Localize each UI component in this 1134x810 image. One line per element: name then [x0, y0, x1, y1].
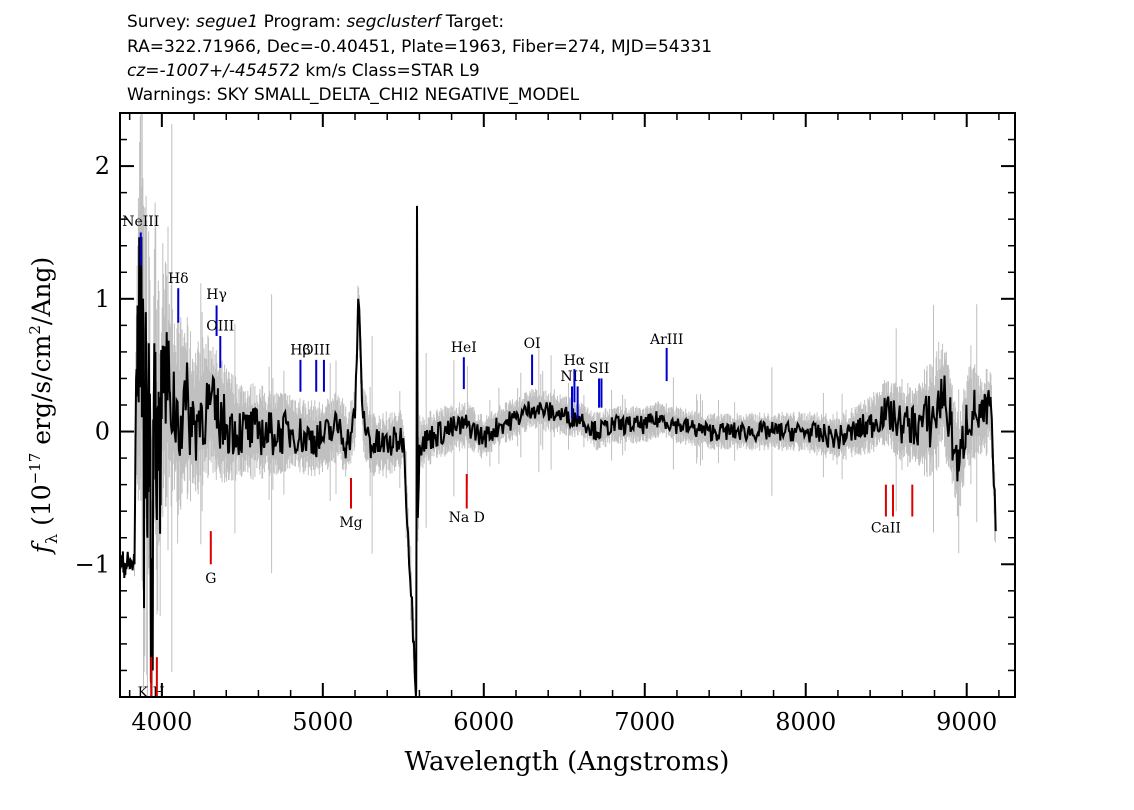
- program-value: segclusterf: [346, 12, 441, 32]
- emission-line-label: OIII: [206, 319, 234, 335]
- program-label: Program:: [258, 12, 347, 32]
- y-tick-label: 2: [95, 152, 110, 180]
- emission-line-label: OI: [524, 336, 541, 352]
- x-axis-label: Wavelength (Angstroms): [405, 747, 730, 777]
- x-tick-label: 8000: [775, 708, 836, 736]
- x-tick-label: 7000: [614, 708, 675, 736]
- emission-line-label: SII: [589, 361, 610, 377]
- emission-line-label: HeI: [451, 340, 477, 356]
- survey-value: segue1: [196, 12, 259, 32]
- header-line-2: RA=322.71966, Dec=-0.40451, Plate=1963, …: [127, 37, 713, 57]
- error-band-path: [134, 113, 996, 697]
- error-band: [134, 113, 996, 697]
- y-tick-label: −1: [75, 550, 110, 578]
- survey-label: Survey:: [127, 12, 197, 32]
- x-tick-label: 9000: [936, 708, 997, 736]
- absorption-line-label: K H: [138, 685, 165, 701]
- flux-line: [119, 205, 997, 697]
- x-tick-label: 6000: [453, 708, 514, 736]
- emission-line-label: Hγ: [206, 287, 227, 303]
- flux-series: [119, 205, 997, 697]
- y-axis-label: fλ (10−17 erg/s/cm2/Ang): [26, 257, 61, 556]
- emission-line-label: NII: [560, 369, 583, 385]
- class-value: km/s Class=STAR L9: [299, 61, 480, 81]
- emission-line-label: OIII: [302, 343, 330, 359]
- header-line-4: Warnings: SKY SMALL_DELTA_CHI2 NEGATIVE_…: [127, 85, 580, 105]
- emission-line-label: Hα: [564, 353, 586, 369]
- y-tick-label: 1: [95, 285, 110, 313]
- emission-line-label: Hδ: [168, 271, 189, 287]
- redshift-value: cz=-1007+/-454572: [127, 61, 300, 81]
- absorption-line-label: CaII: [871, 520, 901, 536]
- emission-line-label: Hβ: [290, 343, 310, 359]
- emission-line-label: NeIII: [122, 214, 159, 230]
- axes: 4000 5000 6000 7000 8000 9000 −1 0 1 2: [75, 113, 1015, 736]
- target-label: Target:: [440, 12, 505, 32]
- header-line-3: cz=-1007+/-454572 km/s Class=STAR L9: [127, 61, 480, 81]
- absorption-line-label: G: [205, 571, 216, 587]
- header-line-1: Survey: segue1 Program: segclusterf Targ…: [127, 12, 504, 32]
- x-tick-label: 5000: [292, 708, 353, 736]
- x-tick-label: 4000: [131, 708, 192, 736]
- y-tick-label: 0: [95, 418, 110, 446]
- absorption-line-label: Mg: [339, 515, 362, 531]
- emission-line-label: ArIII: [649, 332, 683, 348]
- absorption-line-label: Na D: [449, 510, 485, 526]
